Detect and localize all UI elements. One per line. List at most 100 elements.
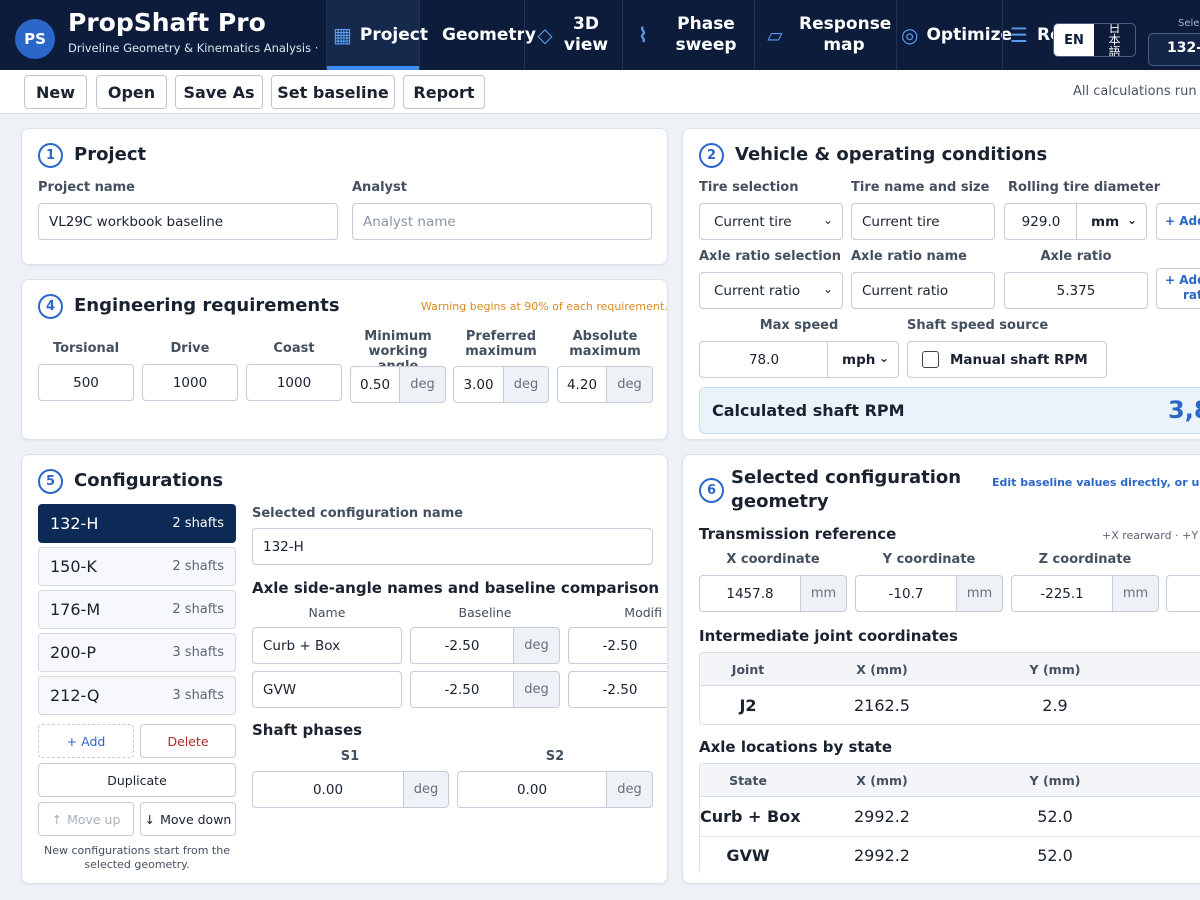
new-button[interactable]: New (24, 75, 87, 109)
add-config-button[interactable]: + Add (38, 724, 134, 758)
speed-unit-select[interactable]: mph ⌄ (827, 341, 899, 378)
col-state: State (729, 773, 767, 788)
config-item[interactable]: 200-P 3 shafts (38, 633, 236, 672)
config-select[interactable]: 132-H (1148, 33, 1200, 66)
configurations-card: 5 Configurations 132-H 2 shafts 150-K 2 … (21, 454, 668, 884)
col-x: X (mm) (856, 773, 908, 788)
s1-input[interactable]: 0.00 (252, 771, 404, 808)
tab-phase-sweep[interactable]: ⌇ Phase sweep (622, 0, 754, 70)
config-select-label: Sele (1178, 18, 1200, 29)
chevron-down-icon: ⌄ (822, 213, 833, 227)
section-number: 4 (38, 294, 63, 319)
lang-en-button[interactable]: EN (1054, 24, 1094, 56)
drive-input[interactable]: 1000 (142, 364, 238, 401)
axle-name-input[interactable]: Curb + Box (252, 627, 402, 664)
x-coord-input[interactable]: 1457.8 (699, 575, 801, 612)
baseline-input[interactable]: -2.50 (410, 627, 514, 664)
transmission-heading: Transmission reference (699, 525, 897, 543)
col-y: Y (mm) (1029, 773, 1081, 788)
open-button[interactable]: Open (96, 75, 167, 109)
config-item[interactable]: 212-Q 3 shafts (38, 676, 236, 715)
project-card: 1 Project Project name VL29C workbook ba… (21, 128, 668, 265)
row-divider (700, 836, 1200, 837)
move-down-button[interactable]: ↓ Move down (140, 802, 236, 836)
deg-unit: deg (513, 671, 560, 708)
axle-ratio-name-input[interactable]: Current ratio (851, 272, 995, 309)
add-ratio-button[interactable]: + Add ratio (1156, 268, 1200, 309)
col-joint: Joint (731, 662, 765, 677)
joint-heading: Intermediate joint coordinates (699, 627, 958, 645)
axle-names-heading: Axle side-angle names and baseline compa… (252, 579, 660, 597)
set-baseline-button[interactable]: Set baseline (271, 75, 395, 109)
axle-ratio-label: Axle ratio (1040, 249, 1112, 264)
requirements-card: 4 Engineering requirements Warning begin… (21, 279, 668, 440)
config-item[interactable]: 150-K 2 shafts (38, 547, 236, 586)
abs-max-input[interactable]: 4.20 (557, 366, 607, 403)
section-title: Project (74, 144, 147, 165)
tire-name-input[interactable]: Current tire (851, 203, 995, 240)
col-y: Y (mm) (1029, 662, 1081, 677)
y-coord-input[interactable]: -10.7 (855, 575, 957, 612)
manual-rpm-toggle[interactable]: Manual shaft RPM (907, 341, 1107, 378)
duplicate-config-button[interactable]: Duplicate (38, 763, 236, 797)
config-item[interactable]: 132-H 2 shafts (38, 504, 236, 543)
tab-response-map[interactable]: ▱ Response map (754, 0, 896, 70)
tire-select[interactable]: Current tire ⌄ (699, 203, 843, 240)
coast-input[interactable]: 1000 (246, 364, 342, 401)
z-coord-input[interactable]: -225.1 (1011, 575, 1113, 612)
tab-geometry[interactable]: Geometry (419, 0, 536, 70)
project-name-input[interactable]: VL29C workbook baseline (38, 203, 338, 240)
axle-ratio-select[interactable]: Current ratio ⌄ (699, 272, 843, 309)
axle-x-cell: 2992.2 (854, 846, 910, 865)
save-as-button[interactable]: Save As (175, 75, 263, 109)
tab-optimize[interactable]: ◎ Optimize (896, 0, 1012, 70)
axle-ratio-input[interactable]: 5.375 (1004, 272, 1148, 309)
axle-locations-heading: Axle locations by state (699, 738, 893, 756)
tire-unit-select[interactable]: mm ⌄ (1076, 203, 1147, 240)
move-up-button[interactable]: ↑ Move up (38, 802, 134, 836)
axle-y-cell: 52.0 (1037, 807, 1073, 826)
tab-project[interactable]: ▦ Project (326, 0, 428, 70)
baseline-input[interactable]: -2.50 (410, 671, 514, 708)
modified-input[interactable]: -2.50 (568, 627, 667, 664)
modified-input[interactable]: -2.50 (568, 671, 667, 708)
deg-unit: deg (513, 627, 560, 664)
axle-ratio-selection-label: Axle ratio selection (699, 249, 841, 264)
lang-jp-button[interactable]: 日本語 (1108, 23, 1121, 57)
chevron-down-icon: ⌄ (878, 351, 889, 365)
report-button[interactable]: Report (403, 75, 485, 109)
axle-name-input[interactable]: GVW (252, 671, 402, 708)
s2-input[interactable]: 0.00 (457, 771, 607, 808)
add-tire-button[interactable]: + Add (1156, 203, 1200, 240)
state-cell: Curb + Box (700, 807, 801, 826)
vehicle-card: 2 Vehicle & operating conditions Tire se… (682, 128, 1200, 440)
joint-x-cell: 2162.5 (854, 696, 910, 715)
grid-icon: ▦ (333, 23, 352, 47)
tab-3d-view[interactable]: ◇ 3D view (524, 0, 622, 70)
target-icon: ◎ (901, 23, 919, 47)
torsional-input[interactable]: 500 (38, 364, 134, 401)
max-speed-input[interactable]: 78.0 (699, 341, 829, 378)
manual-rpm-checkbox[interactable] (922, 351, 939, 368)
min-angle-input[interactable]: 0.50 (350, 366, 400, 403)
wave-icon: ⌇ (638, 23, 648, 47)
calculated-rpm-bar: Calculated shaft RPM 3,8 (699, 387, 1200, 434)
edit-hint: Edit baseline values directly, or use Se (992, 476, 1200, 489)
section-title: Engineering requirements (74, 295, 340, 316)
tire-name-label: Tire name and size (851, 180, 990, 195)
delete-config-button[interactable]: Delete (140, 724, 236, 758)
state-cell: GVW (726, 846, 770, 865)
pref-max-input[interactable]: 3.00 (453, 366, 504, 403)
mm-unit: mm (956, 575, 1003, 612)
top-bar: PS PropShaft Pro Driveline Geometry & Ki… (0, 0, 1200, 70)
coast-label: Coast (273, 341, 315, 356)
config-item[interactable]: 176-M 2 shafts (38, 590, 236, 629)
extra-coord-input[interactable] (1166, 575, 1200, 612)
tire-diameter-input[interactable]: 929.0 (1004, 203, 1078, 240)
project-name-label: Project name (38, 180, 135, 195)
selected-config-name-input[interactable]: 132-H (252, 528, 653, 565)
joint-cell: J2 (739, 696, 757, 715)
joint-y-cell: 2.9 (1042, 696, 1068, 715)
analyst-input[interactable]: Analyst name (352, 203, 652, 240)
shaft-speed-source-label: Shaft speed source (907, 318, 1049, 333)
